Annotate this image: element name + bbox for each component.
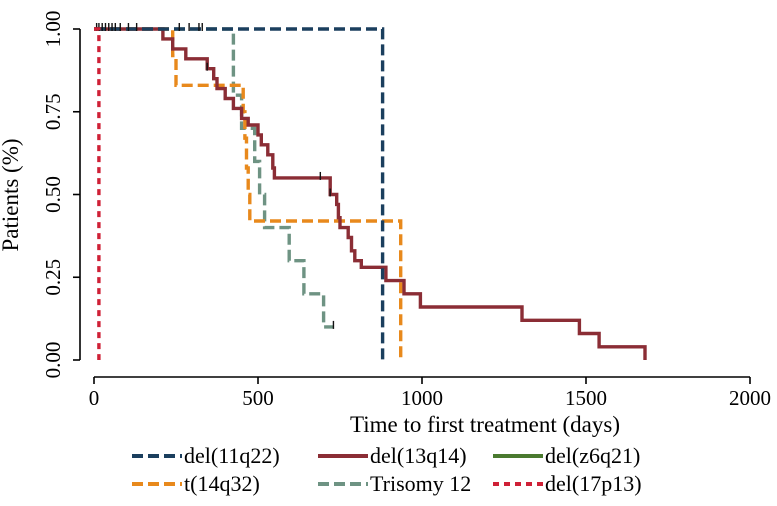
y-tick-label: 0.25 — [41, 259, 65, 296]
x-axis-label: Time to first treatment (days) — [350, 412, 620, 437]
y-tick-label: 0.00 — [41, 342, 65, 379]
legend-label-5: del(17p13) — [545, 471, 642, 496]
legend-label-0: del(11q22) — [184, 443, 280, 468]
axes-layer — [79, 29, 750, 378]
series-line-3 — [94, 27, 403, 360]
x-tick-label: 2000 — [729, 386, 771, 410]
legend-label-2: del(z6q21) — [545, 443, 640, 468]
series-line-4 — [94, 27, 334, 329]
y-tick-label: 1.00 — [41, 11, 65, 48]
legend-label-3: t(14q32) — [184, 471, 260, 496]
ticks-layer: 0.00 0.25 0.50 0.75 1.00 0 500 1000 1500 2000 — [41, 11, 771, 410]
series-line-5 — [94, 27, 101, 360]
series-line-1 — [94, 27, 647, 360]
legend-label-4: Trisomy 12 — [370, 471, 471, 496]
y-tick-label: 0.75 — [41, 93, 65, 130]
series-line-0 — [94, 27, 385, 360]
x-tick-label: 0 — [89, 386, 100, 410]
y-axis-label: Patients (%) — [0, 138, 23, 251]
x-tick-label: 500 — [242, 386, 274, 410]
legend-label-1: del(13q14) — [370, 443, 467, 468]
y-tick-label: 0.50 — [41, 176, 65, 213]
legend: del(11q22) del(13q14) del(z6q21) t(14q32) Tr… — [132, 443, 642, 496]
x-tick-label: 1000 — [401, 386, 443, 410]
x-tick-label: 1500 — [565, 386, 607, 410]
series-layer — [94, 23, 647, 360]
